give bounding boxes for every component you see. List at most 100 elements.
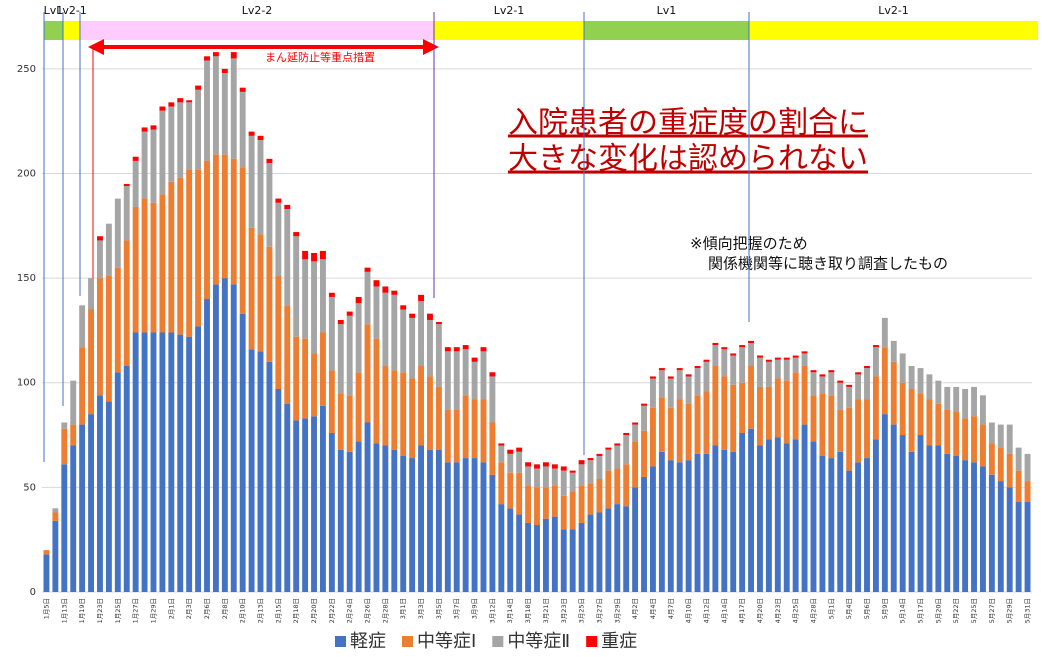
- x-tick-label: 2月22日: [328, 598, 336, 623]
- phase-band: [584, 21, 749, 40]
- phase-band: [63, 21, 80, 40]
- bar-segment: [311, 416, 317, 592]
- x-tick-label: 2月1日: [167, 598, 175, 619]
- bar-segment: [70, 380, 77, 425]
- bar-segment: [257, 234, 264, 352]
- bar-segment: [560, 470, 567, 496]
- bar-segment: [435, 322, 442, 325]
- bar-segment: [748, 366, 754, 429]
- bar-segment: [1024, 453, 1031, 482]
- y-tick-label: 250: [17, 64, 36, 75]
- bar-segment: [471, 357, 478, 362]
- bar-segment: [1015, 502, 1022, 592]
- bar-segment: [953, 386, 960, 413]
- x-tick-label: 4月28日: [809, 598, 817, 623]
- x-tick-label: 5月27日: [988, 598, 996, 623]
- bar-segment: [114, 198, 121, 268]
- phase-band: [44, 21, 63, 40]
- bar-segment: [293, 236, 300, 337]
- bar-segment: [141, 127, 148, 132]
- bar-segment: [275, 389, 282, 592]
- bar-segment: [650, 466, 656, 592]
- bar-segment: [177, 98, 184, 103]
- bar-segment: [373, 338, 380, 444]
- bar-segment: [373, 443, 380, 592]
- x-tick-label: 4月2日: [631, 598, 639, 619]
- x-tick-label: 4月7日: [667, 598, 675, 619]
- bar-segment: [953, 412, 960, 456]
- x-tick-label: 5月22日: [952, 598, 960, 623]
- bar-segment: [1024, 481, 1031, 503]
- x-tick-label: 5月1日: [827, 598, 835, 619]
- x-tick-label: 2月10日: [239, 598, 247, 623]
- bar-segment: [578, 522, 585, 592]
- bar-segment: [542, 462, 549, 467]
- bar-segment: [997, 481, 1004, 592]
- bar-segment: [462, 458, 469, 592]
- headline: 入院患者の重症度の割合に: [508, 106, 868, 141]
- x-tick-label: 2月3日: [185, 598, 193, 619]
- bar-segment: [266, 246, 273, 362]
- bar-segment: [186, 100, 193, 103]
- bar-segment: [212, 52, 219, 57]
- bar-segment: [881, 414, 888, 592]
- bar-segment: [230, 52, 237, 59]
- bar-segment: [489, 474, 496, 592]
- bar-segment: [765, 359, 772, 362]
- bar-segment: [337, 393, 344, 450]
- bar-segment: [293, 232, 300, 237]
- x-tick-label: 5月6日: [863, 598, 871, 619]
- bar-segment: [890, 361, 897, 425]
- bar-segment: [658, 368, 665, 371]
- bar-segment: [614, 468, 621, 505]
- phase-band: [749, 21, 1038, 40]
- bar-segment: [444, 462, 451, 592]
- bar-segment: [97, 395, 103, 592]
- x-tick-label: 1月27日: [132, 598, 140, 623]
- bar-segment: [988, 474, 995, 592]
- bar-segment: [204, 160, 210, 300]
- bar-segment: [569, 472, 576, 492]
- bar-segment: [676, 370, 683, 400]
- bar-segment: [516, 451, 523, 473]
- bar-segment: [667, 407, 674, 461]
- bar-segment: [382, 366, 389, 446]
- bar-segment: [168, 102, 175, 107]
- legend-label: 中等症Ⅰ: [417, 631, 476, 652]
- bar-segment: [471, 458, 478, 592]
- bar-segment: [132, 206, 139, 333]
- bar-segment: [159, 332, 166, 592]
- bar-segment: [587, 458, 594, 461]
- bar-segment: [79, 424, 86, 592]
- bar-segment: [337, 319, 344, 325]
- x-tick-label: 3月9日: [471, 598, 479, 619]
- bar-segment: [61, 422, 68, 429]
- bar-segment: [658, 397, 665, 452]
- bar-segment: [150, 202, 157, 333]
- bar-segment: [810, 441, 817, 592]
- bar-segment: [418, 366, 424, 446]
- bar-segment: [177, 102, 184, 178]
- bar-segment: [79, 305, 86, 348]
- bar-segment: [908, 451, 915, 592]
- bar-segment: [302, 250, 309, 260]
- bar-segment: [971, 386, 977, 417]
- bar-segment: [774, 437, 781, 592]
- bar-segment: [837, 451, 844, 592]
- bar-segment: [997, 424, 1004, 448]
- bar-segment: [221, 68, 228, 74]
- bar-segment: [257, 351, 264, 592]
- bar-segment: [427, 376, 433, 450]
- bar-segment: [123, 240, 130, 366]
- bar-segment: [266, 361, 273, 592]
- bar-segment: [819, 374, 826, 377]
- bar-segment: [819, 393, 826, 456]
- note: 関係機関等に聴き取り調査したもの: [708, 255, 948, 273]
- bar-segment: [650, 378, 656, 408]
- bar-segment: [792, 355, 799, 358]
- bar-segment: [676, 462, 683, 592]
- bar-segment: [409, 458, 416, 592]
- bar-segment: [471, 361, 478, 400]
- bar-segment: [507, 453, 514, 473]
- bar-segment: [837, 380, 844, 383]
